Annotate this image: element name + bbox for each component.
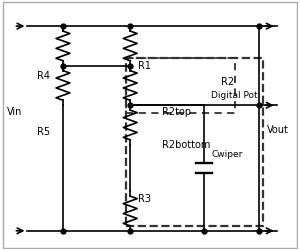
Text: R1: R1 [138,61,151,71]
Text: R2: R2 [221,78,234,88]
Text: Cwiper: Cwiper [211,150,243,159]
Text: R2bottom: R2bottom [162,140,210,150]
Text: R2top: R2top [162,107,191,117]
Text: R5: R5 [37,127,50,137]
Text: Vin: Vin [7,107,22,117]
Text: R3: R3 [138,194,151,204]
Text: Vout: Vout [267,125,289,135]
Text: Digital Pot: Digital Pot [211,91,258,100]
Bar [126,58,235,113]
Text: R4: R4 [37,70,50,81]
Bar [126,58,263,226]
